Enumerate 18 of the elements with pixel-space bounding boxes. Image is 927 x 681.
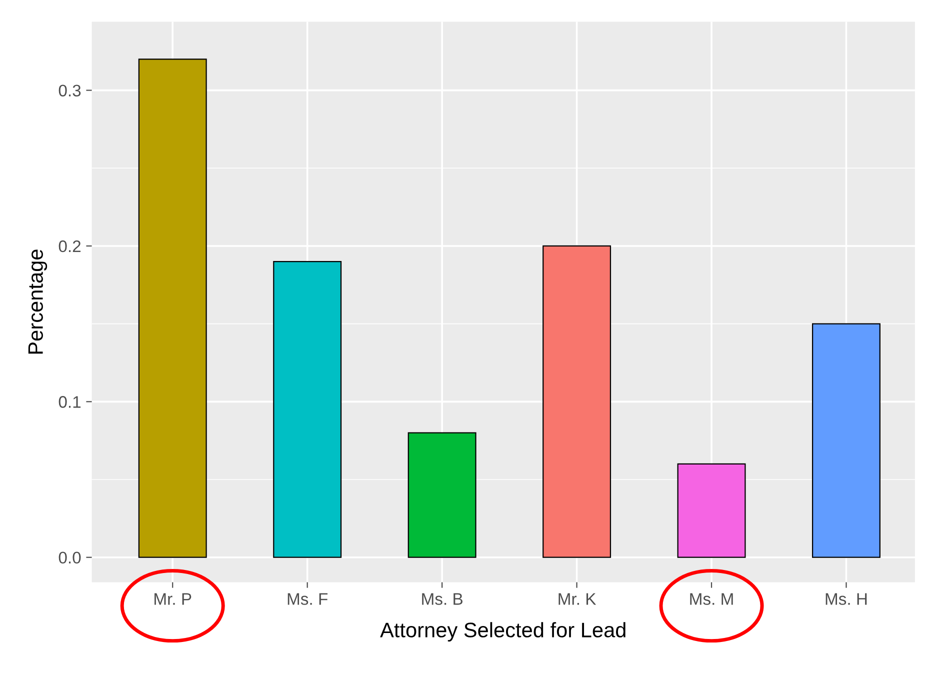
y-tick-label: 0.2 bbox=[58, 240, 81, 252]
x-tick-label: Ms. H bbox=[826, 593, 867, 605]
bar bbox=[408, 432, 476, 558]
y-tick-label: 0.0 bbox=[58, 552, 81, 564]
y-tick-label: 0.3 bbox=[58, 84, 81, 96]
bar bbox=[677, 463, 746, 558]
x-tick-label: Ms. B bbox=[422, 593, 462, 605]
x-tick-label: Mr. K bbox=[558, 593, 596, 605]
y-axis-title: Percentage bbox=[28, 250, 48, 354]
x-tick-label: Mr. P bbox=[154, 593, 192, 605]
bar bbox=[273, 260, 342, 558]
y-tick-label: 0.1 bbox=[58, 396, 81, 408]
bar bbox=[812, 323, 880, 558]
bar bbox=[542, 245, 612, 558]
bar bbox=[138, 58, 207, 558]
x-tick-label: Ms. M bbox=[690, 593, 733, 605]
x-axis-title: Attorney Selected for Lead bbox=[380, 622, 626, 642]
x-tick-label: Ms. F bbox=[288, 593, 328, 605]
